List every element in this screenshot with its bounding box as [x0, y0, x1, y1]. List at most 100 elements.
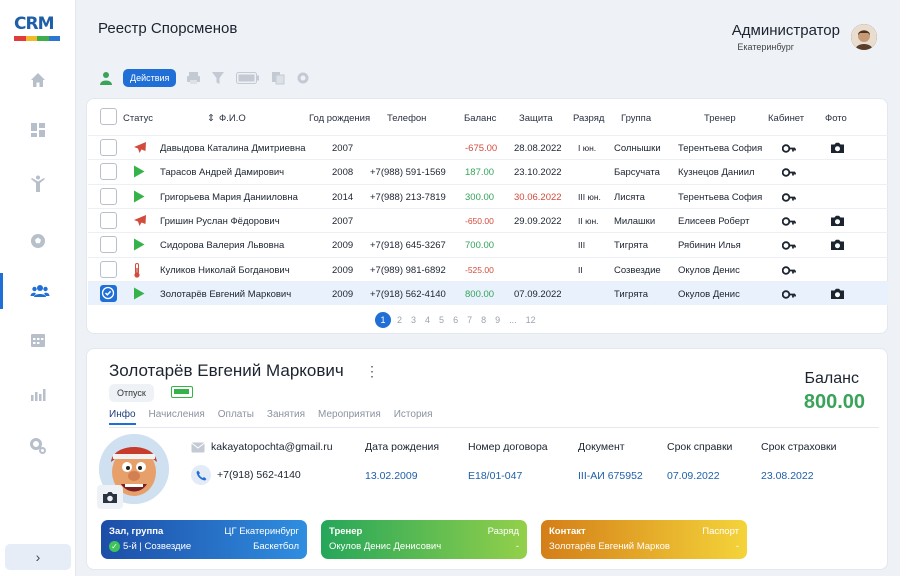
nav-athletes[interactable]: [0, 166, 76, 202]
header-balance[interactable]: Баланс: [464, 113, 497, 124]
row-name[interactable]: Давыдова Каталина Дмитриевна: [160, 143, 306, 154]
tab-events[interactable]: Мероприятия: [318, 409, 381, 420]
copy-icon[interactable]: [270, 70, 286, 86]
key-icon[interactable]: [781, 217, 796, 229]
header-protection[interactable]: Защита: [519, 113, 553, 124]
row-checkbox[interactable]: [100, 260, 117, 278]
row-checkbox[interactable]: [100, 284, 117, 302]
camera-icon[interactable]: [830, 239, 845, 254]
row-checkbox[interactable]: [100, 187, 117, 205]
battery-toggle-icon[interactable]: [235, 70, 261, 86]
row-checkbox[interactable]: [100, 139, 117, 156]
tab-charges[interactable]: Начисления: [148, 409, 205, 420]
nav-reports[interactable]: [0, 376, 76, 412]
row-group: Тигрята: [614, 240, 649, 252]
table-row[interactable]: Гришин Руслан Фёдорович 2007 -650.00 29.09.…: [88, 207, 888, 232]
nav-dashboard[interactable]: [0, 112, 76, 148]
header-photo[interactable]: Фото: [825, 113, 847, 124]
camera-icon[interactable]: [830, 142, 845, 157]
page-link[interactable]: 9: [495, 315, 501, 325]
user-city: Екатеринбург: [737, 42, 794, 52]
print-icon[interactable]: [185, 70, 201, 86]
row-balance: 187.00: [465, 167, 495, 179]
nav-calendar[interactable]: [0, 322, 76, 358]
email-value[interactable]: kakayatopochta@gmail.ru: [211, 441, 333, 453]
row-checkbox[interactable]: [100, 163, 117, 181]
page-link[interactable]: 4: [425, 315, 431, 325]
group-card[interactable]: Зал, группа ✓ 5-й | Созвездие ЦГ Екатери…: [101, 520, 307, 559]
actions-button[interactable]: Действия: [123, 69, 177, 87]
add-athlete-icon[interactable]: [98, 70, 114, 86]
page-current[interactable]: 1: [375, 312, 391, 328]
phone-icon[interactable]: [191, 465, 211, 485]
page-link[interactable]: 6: [453, 315, 459, 325]
row-year: 2007: [332, 215, 354, 227]
user-name[interactable]: Администратор: [731, 22, 840, 39]
coach-card[interactable]: Тренер Окулов Денис Денисович Разряд -: [321, 520, 527, 559]
table-row[interactable]: Давыдова Каталина Дмитриевна 2007 -675.00 2…: [88, 135, 888, 159]
info-value-insurance: 23.08.2022: [761, 470, 814, 482]
sidebar-collapse-button[interactable]: ›: [5, 544, 71, 570]
tab-history[interactable]: История: [393, 409, 433, 420]
camera-icon[interactable]: [830, 288, 845, 303]
header-coach[interactable]: Тренер: [704, 113, 736, 124]
row-checkbox[interactable]: [100, 211, 117, 229]
table-row[interactable]: Сидорова Валерия Львовна 2009 +7(918) 645-…: [88, 232, 888, 256]
header-status[interactable]: Статус: [123, 113, 154, 124]
header-year[interactable]: Год рождения: [309, 113, 371, 124]
row-name[interactable]: Сидорова Валерия Львовна: [160, 240, 285, 252]
key-icon[interactable]: [781, 192, 796, 205]
info-label-birthdate: Дата рождения: [365, 441, 440, 453]
page-link[interactable]: 3: [411, 315, 417, 325]
key-icon[interactable]: [781, 144, 796, 156]
phone-value[interactable]: +7(918) 562-4140: [217, 469, 301, 481]
home-icon: [31, 73, 45, 87]
key-icon[interactable]: [781, 241, 796, 253]
row-name[interactable]: Золотарёв Евгений Маркович: [160, 288, 292, 300]
row-year: 2009: [332, 288, 354, 300]
table-row[interactable]: Тарасов Андрей Дамирович 2008 +7(988) 591-…: [88, 159, 888, 183]
row-name[interactable]: Гришин Руслан Фёдорович: [160, 215, 280, 227]
nav-users[interactable]: [0, 273, 76, 309]
select-all-checkbox[interactable]: [100, 108, 117, 125]
page-link[interactable]: 8: [481, 315, 487, 325]
row-name[interactable]: Куликов Николай Богданович: [160, 264, 290, 276]
row-name[interactable]: Григорьева Мария Данииловна: [160, 191, 298, 203]
table-row[interactable]: Золотарёв Евгений Маркович 2009 +7(918) 56…: [88, 280, 888, 305]
row-name[interactable]: Тарасов Андрей Дамирович: [160, 167, 285, 179]
user-avatar[interactable]: [851, 24, 877, 50]
table-row[interactable]: Григорьева Мария Данииловна 2014 +7(988) 2…: [88, 183, 888, 208]
nav-home[interactable]: [0, 62, 76, 98]
sort-icon[interactable]: ⇕: [207, 113, 215, 124]
pagination: 1 2 3 4 5 6 7 8 9... 12: [375, 312, 536, 328]
users-icon: [30, 285, 49, 297]
key-icon[interactable]: [781, 168, 796, 180]
more-options-icon[interactable]: ⋮: [365, 363, 379, 379]
tab-info[interactable]: Инфо: [109, 409, 136, 425]
header-rank[interactable]: Разряд: [573, 113, 605, 124]
table-row[interactable]: Куликов Николай Богданович 2009 +7(989) 98…: [88, 256, 888, 281]
info-label-insurance: Срок страховки: [761, 441, 837, 453]
contact-card[interactable]: Контакт Золотарёв Евгений Марков Паспорт…: [541, 520, 747, 559]
header-name[interactable]: Ф.И.О: [219, 113, 246, 124]
page-link[interactable]: 2: [397, 315, 403, 325]
row-balance: 700.00: [465, 240, 495, 252]
change-photo-button[interactable]: [97, 485, 123, 509]
header-phone[interactable]: Телефон: [387, 113, 427, 124]
nav-sports[interactable]: [0, 223, 76, 259]
settings-icon[interactable]: [295, 70, 311, 86]
page-link[interactable]: 5: [439, 315, 445, 325]
header-group[interactable]: Группа: [621, 113, 652, 124]
tab-classes[interactable]: Занятия: [266, 409, 306, 420]
key-icon[interactable]: [781, 290, 796, 302]
nav-settings[interactable]: [0, 428, 76, 464]
filter-icon[interactable]: [210, 70, 226, 86]
camera-icon[interactable]: [830, 215, 845, 230]
key-icon[interactable]: [781, 265, 796, 278]
page-link[interactable]: 7: [467, 315, 473, 325]
header-cabinet[interactable]: Кабинет: [768, 113, 805, 124]
crm-logo[interactable]: CRM: [14, 14, 60, 44]
tab-payments[interactable]: Оплаты: [217, 409, 254, 420]
row-checkbox[interactable]: [100, 236, 117, 254]
page-link[interactable]: 12: [525, 315, 536, 325]
